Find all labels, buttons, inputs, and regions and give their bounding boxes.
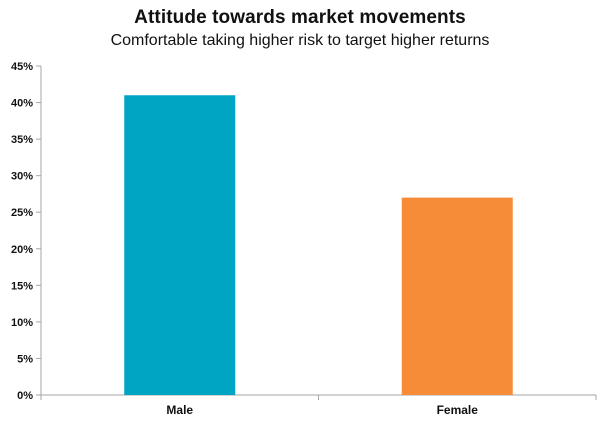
y-tick-label: 45% xyxy=(11,61,33,73)
y-tick-label: 10% xyxy=(11,317,33,329)
y-tick-label: 5% xyxy=(17,353,33,365)
x-axis: Male Female xyxy=(40,394,597,417)
bars xyxy=(124,95,513,395)
y-tick-label: 20% xyxy=(11,244,33,256)
x-tick-label: Male xyxy=(166,403,193,417)
y-tick-label: 0% xyxy=(17,390,33,402)
x-tick-label: Female xyxy=(437,403,479,417)
chart-title: Attitude towards market movements xyxy=(134,7,466,28)
y-axis: 0% 5% 10% 15% 20% 25% 30% 35% 40% 45% xyxy=(11,61,42,402)
y-tick-label: 30% xyxy=(11,171,33,183)
chart-subtitle: Comfortable taking higher risk to target… xyxy=(110,32,490,49)
bar-female xyxy=(401,197,513,395)
y-tick-label: 15% xyxy=(11,280,33,292)
bar-male xyxy=(124,95,236,395)
y-tick-label: 25% xyxy=(11,207,33,219)
y-tick-label: 35% xyxy=(11,134,33,146)
y-tick-label: 40% xyxy=(11,98,33,110)
